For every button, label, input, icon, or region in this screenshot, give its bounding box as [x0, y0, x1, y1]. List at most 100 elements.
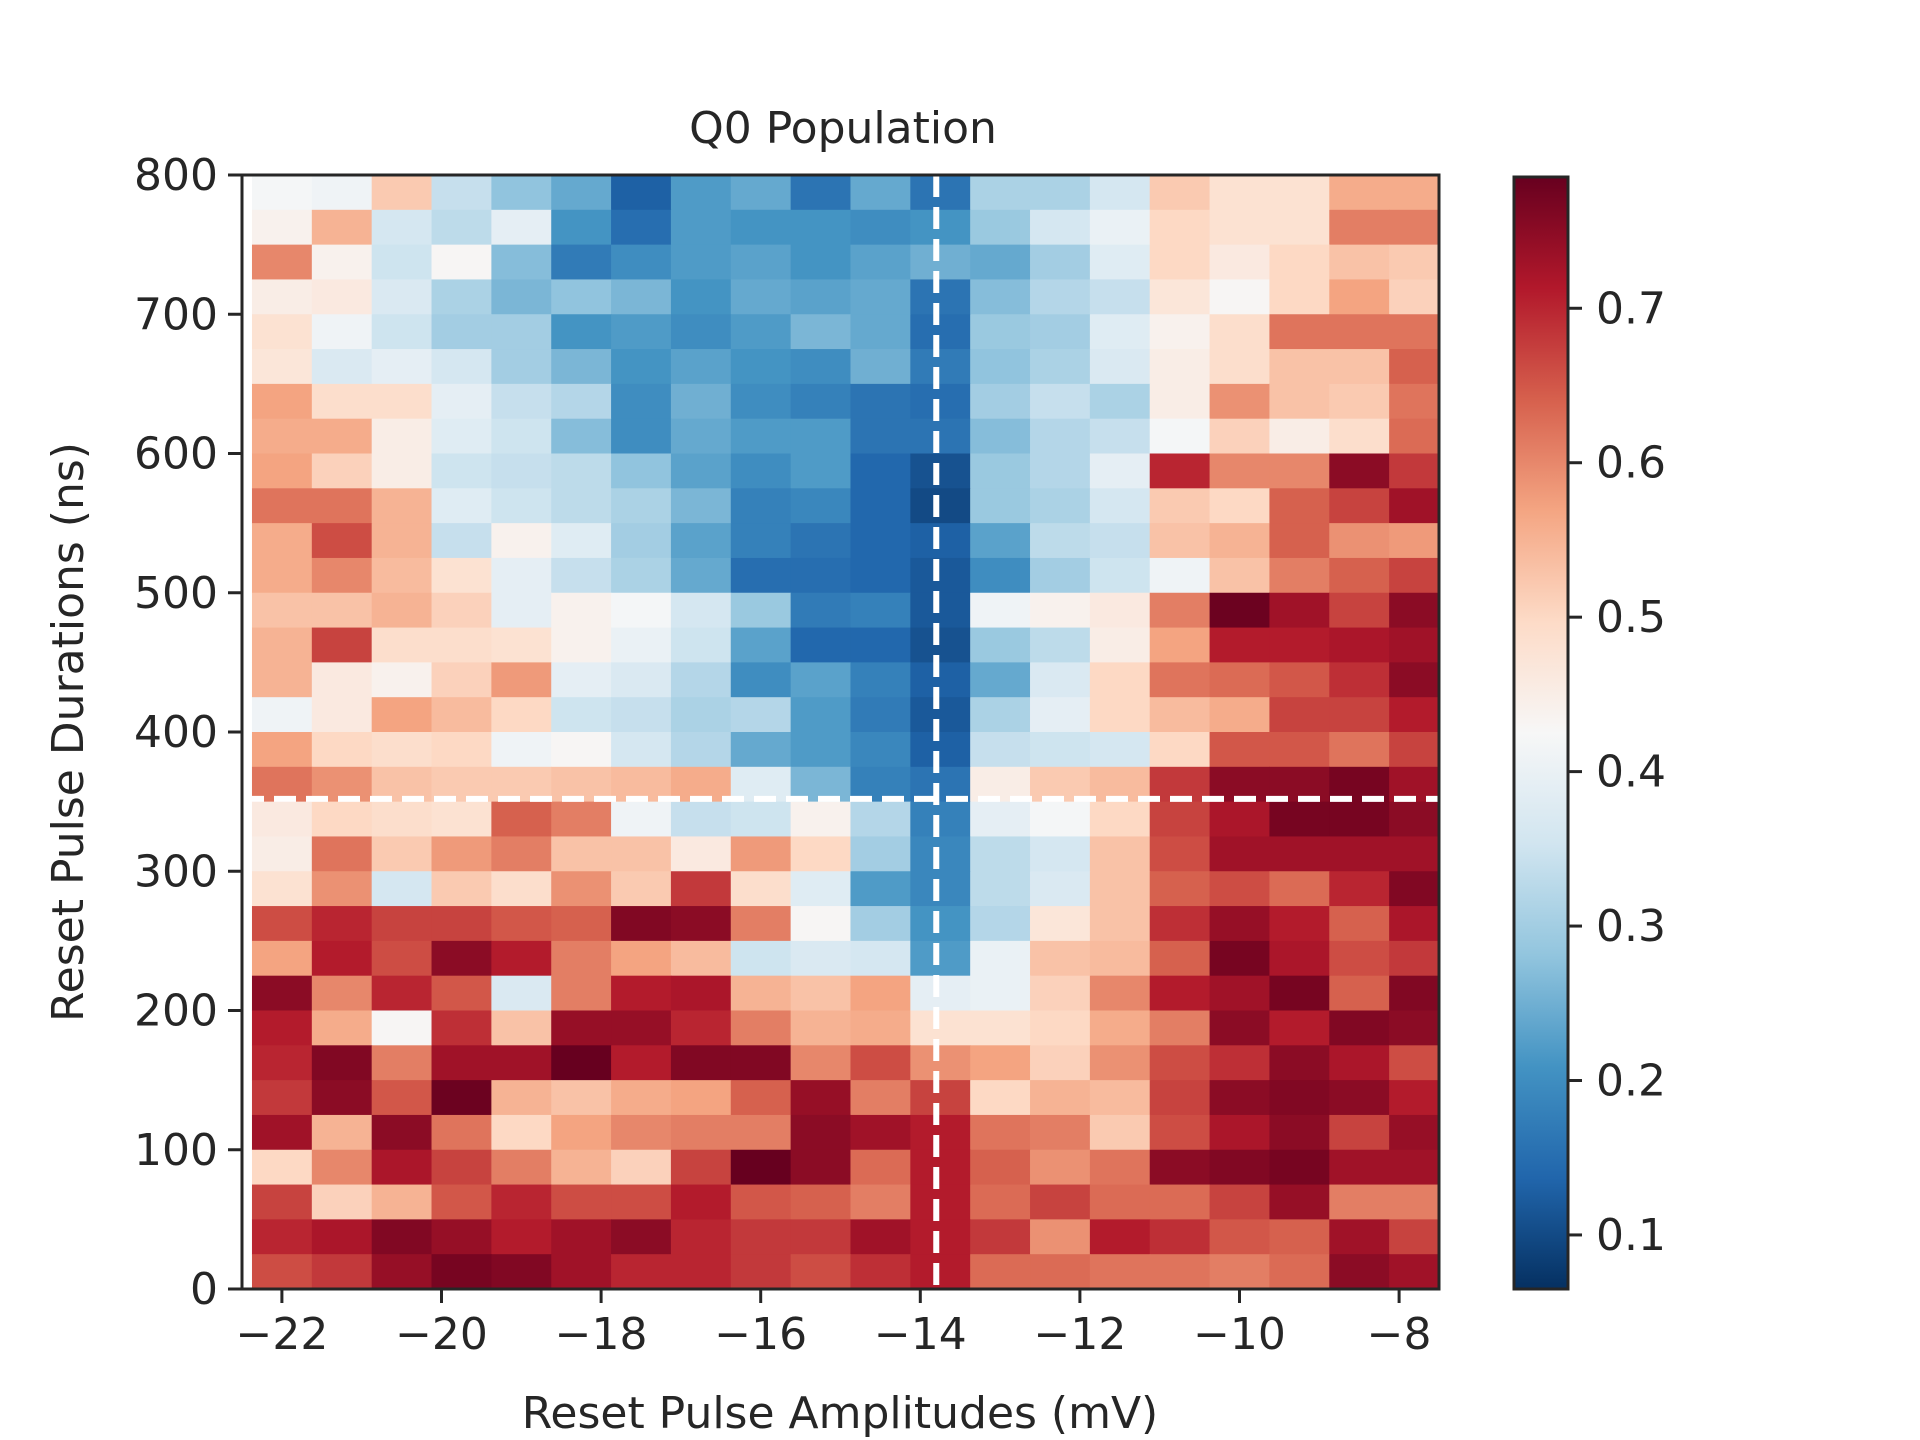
heatmap-cell	[1389, 697, 1440, 733]
heatmap-cell	[1389, 1080, 1440, 1116]
heatmap-cell	[1389, 975, 1440, 1012]
heatmap-cell	[371, 1010, 433, 1046]
heatmap-cell	[1089, 1080, 1151, 1116]
heatmap-cell	[431, 1114, 492, 1151]
heatmap-cell	[910, 523, 971, 559]
heatmap-cell	[251, 940, 313, 977]
heatmap-cell	[1089, 523, 1151, 559]
heatmap-cell	[1089, 1254, 1151, 1290]
heatmap-cell	[1329, 1010, 1390, 1046]
heatmap-cell	[850, 557, 911, 594]
heatmap-cell	[1389, 732, 1440, 768]
heatmap-cell	[790, 488, 852, 524]
heatmap-cell	[730, 940, 792, 977]
heatmap-cell	[1209, 557, 1271, 594]
heatmap-cell	[1389, 175, 1440, 211]
heatmap-cell	[251, 1219, 313, 1255]
heatmap-cell	[1149, 523, 1211, 559]
heatmap-cell	[491, 175, 552, 211]
heatmap-cell	[670, 975, 732, 1012]
heatmap-cell	[1149, 940, 1211, 977]
heatmap-cell	[551, 1219, 612, 1255]
heatmap-cell	[1030, 279, 1091, 315]
heatmap-cell	[311, 975, 373, 1012]
heatmap-cell	[491, 488, 552, 524]
heatmap-cell	[1089, 732, 1151, 768]
y-axis-label: Reset Pulse Durations (ns)	[43, 442, 94, 1022]
heatmap-cell	[1269, 906, 1330, 942]
heatmap-cell	[1269, 1184, 1330, 1220]
heatmap-cell	[1030, 453, 1091, 489]
heatmap-cell	[790, 1254, 852, 1290]
heatmap-cell	[670, 557, 732, 594]
heatmap-cell	[371, 662, 433, 698]
heatmap-cell	[1329, 418, 1390, 455]
heatmap-cell	[311, 836, 373, 872]
heatmap-cells	[251, 175, 1440, 1290]
heatmap-cell	[1209, 906, 1271, 942]
heatmap-cell	[1329, 1184, 1390, 1220]
heatmap-cell	[970, 244, 1031, 281]
heatmap-cell	[910, 1080, 971, 1116]
heatmap-cell	[611, 175, 672, 211]
heatmap-cell	[790, 1010, 852, 1046]
heatmap-cell	[970, 975, 1031, 1012]
heatmap-cell	[371, 314, 433, 350]
heatmap-cell	[371, 1114, 433, 1151]
heatmap-cell	[730, 557, 792, 594]
x-tick-label: −18	[555, 1309, 648, 1360]
heatmap-cell	[1329, 906, 1390, 942]
heatmap-cell	[1329, 801, 1390, 838]
heatmap-cell	[850, 383, 911, 420]
heatmap-cell	[371, 523, 433, 559]
heatmap-cell	[730, 175, 792, 211]
heatmap-cell	[1389, 314, 1440, 350]
heatmap-cell	[611, 1045, 672, 1081]
heatmap-cell	[491, 418, 552, 455]
heatmap-cell	[251, 1149, 313, 1186]
heatmap-cell	[730, 1219, 792, 1255]
heatmap-cell	[1329, 627, 1390, 663]
heatmap-cell	[371, 592, 433, 629]
heatmap-cell	[1329, 557, 1390, 594]
heatmap-cell	[970, 175, 1031, 211]
heatmap-cell	[491, 209, 552, 246]
heatmap-cell	[1389, 627, 1440, 663]
heatmap-cell	[1209, 697, 1271, 733]
heatmap-cell	[1149, 975, 1211, 1012]
heatmap-cell	[611, 1219, 672, 1255]
heatmap-cell	[1269, 418, 1330, 455]
heatmap-cell	[371, 244, 433, 281]
heatmap-cell	[910, 732, 971, 768]
heatmap-cell	[431, 244, 492, 281]
heatmap-cell	[251, 488, 313, 524]
heatmap-cell	[1030, 488, 1091, 524]
heatmap-cell	[491, 1010, 552, 1046]
heatmap-cell	[730, 244, 792, 281]
heatmap-cell	[611, 662, 672, 698]
heatmap-cell	[251, 836, 313, 872]
heatmap-cell	[251, 279, 313, 315]
heatmap-cell	[730, 1149, 792, 1186]
heatmap-cell	[1269, 314, 1330, 350]
heatmap-cell	[850, 453, 911, 489]
heatmap-cell	[551, 1184, 612, 1220]
heatmap-cell	[790, 279, 852, 315]
heatmap-cell	[491, 592, 552, 629]
heatmap-cell	[1329, 871, 1390, 907]
heatmap-cell	[371, 801, 433, 838]
heatmap-cell	[611, 557, 672, 594]
heatmap-cell	[1149, 314, 1211, 350]
heatmap-cell	[1030, 557, 1091, 594]
heatmap-cell	[1089, 940, 1151, 977]
x-tick-label: −14	[874, 1309, 967, 1360]
heatmap-cell	[970, 871, 1031, 907]
heatmap-cell	[1149, 418, 1211, 455]
heatmap-cell	[670, 1114, 732, 1151]
heatmap-cell	[910, 1254, 971, 1290]
heatmap-cell	[970, 801, 1031, 838]
heatmap-cell	[1089, 1010, 1151, 1046]
heatmap-cell	[1329, 349, 1390, 385]
heatmap-cell	[850, 1080, 911, 1116]
